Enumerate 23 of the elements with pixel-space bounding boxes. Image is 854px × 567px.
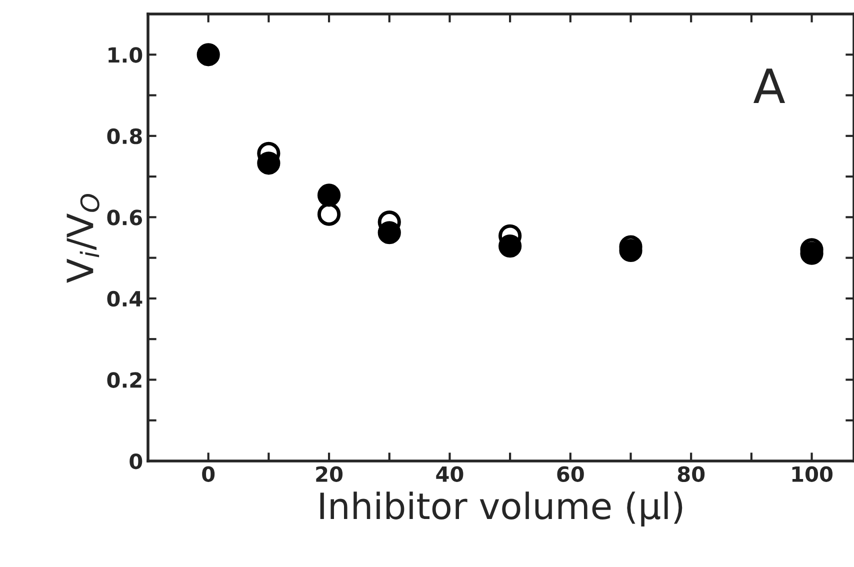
y-tick-label: 0.4 bbox=[107, 290, 142, 307]
x-tick-label: 40 bbox=[436, 466, 464, 482]
point bbox=[257, 152, 280, 175]
y-axis-title: V$_{i}$/V$_{O}$ bbox=[66, 194, 100, 283]
point bbox=[317, 202, 341, 226]
point bbox=[498, 234, 522, 258]
point bbox=[619, 238, 642, 262]
x-tick-label: 100 bbox=[792, 466, 833, 482]
annotation: A bbox=[753, 68, 786, 104]
y-tick-label: 0.6 bbox=[107, 210, 142, 226]
point bbox=[196, 43, 220, 66]
point bbox=[317, 184, 341, 207]
y-tick-label: 0.8 bbox=[107, 128, 142, 144]
x-tick-label: 20 bbox=[316, 466, 343, 482]
x-tick-label: 60 bbox=[557, 466, 584, 482]
y-tick-label: 0 bbox=[130, 453, 142, 470]
point bbox=[378, 221, 401, 244]
y-tick-label: 0.2 bbox=[107, 372, 142, 388]
y-tick-label: 1.0 bbox=[108, 47, 142, 63]
x-axis-title: Inhibitor volume (µl) bbox=[320, 492, 682, 527]
x-tick-label: 0 bbox=[202, 466, 215, 482]
point bbox=[800, 242, 824, 265]
x-tick-label: 80 bbox=[678, 466, 705, 482]
